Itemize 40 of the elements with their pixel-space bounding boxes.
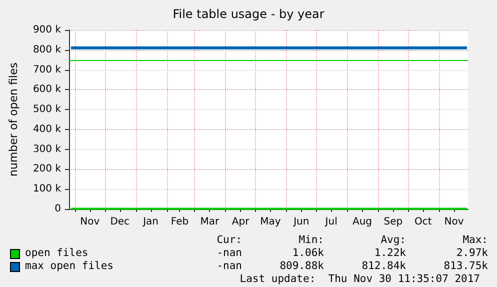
x-tick-label: Nov	[80, 216, 100, 228]
x-tick-label: Jun	[292, 216, 310, 228]
text: Max:	[462, 234, 488, 247]
text: Last update: Thu Nov 30 11:35:07 2017	[238, 273, 481, 286]
text: -nan	[216, 260, 242, 273]
x-tick-label: Sep	[384, 216, 403, 228]
y-tick-label: 0	[54, 204, 61, 214]
x-tick-label: Jan	[142, 216, 159, 228]
y-tick-label: 400 k	[32, 124, 62, 135]
x-tick-label: May	[260, 216, 281, 228]
text: 1.06k	[291, 247, 324, 260]
text: 809.88k	[278, 260, 324, 273]
text: Cur:	[216, 234, 242, 247]
y-tick-label: 500 k	[32, 104, 62, 116]
y-axis-title: number of open files	[7, 62, 20, 176]
chart-title: File table usage - by year	[172, 7, 324, 21]
y-tick-label: 900 k	[32, 24, 62, 36]
legend-label: max open files	[25, 260, 114, 273]
y-tick-label: 200 k	[32, 164, 62, 175]
y-tick-label: 600 k	[32, 84, 62, 96]
legend-label: open files	[25, 247, 88, 260]
text: 1.22k	[373, 247, 406, 260]
text: Avg:	[380, 234, 406, 247]
x-tick-label: Dec	[110, 216, 130, 228]
x-tick-label: Oct	[414, 216, 432, 228]
text: 812.84k	[360, 260, 406, 273]
text: 2.97k	[455, 247, 488, 260]
x-tick-label: Apr	[232, 216, 250, 228]
x-tick-label: Feb	[170, 216, 189, 228]
text: 813.75k	[442, 260, 488, 273]
text: -nan	[216, 247, 242, 260]
x-tick-label: Aug	[352, 216, 372, 228]
x-tick-label: Nov	[444, 216, 464, 228]
y-tick-label: 100 k	[32, 184, 62, 195]
y-tick-label: 800 k	[32, 44, 62, 56]
x-tick-label: Jul	[324, 216, 338, 228]
y-tick-label: 700 k	[32, 64, 62, 76]
x-tick-label: Mar	[200, 216, 220, 228]
y-tick-label: 300 k	[32, 144, 62, 155]
text: Min:	[298, 234, 324, 247]
